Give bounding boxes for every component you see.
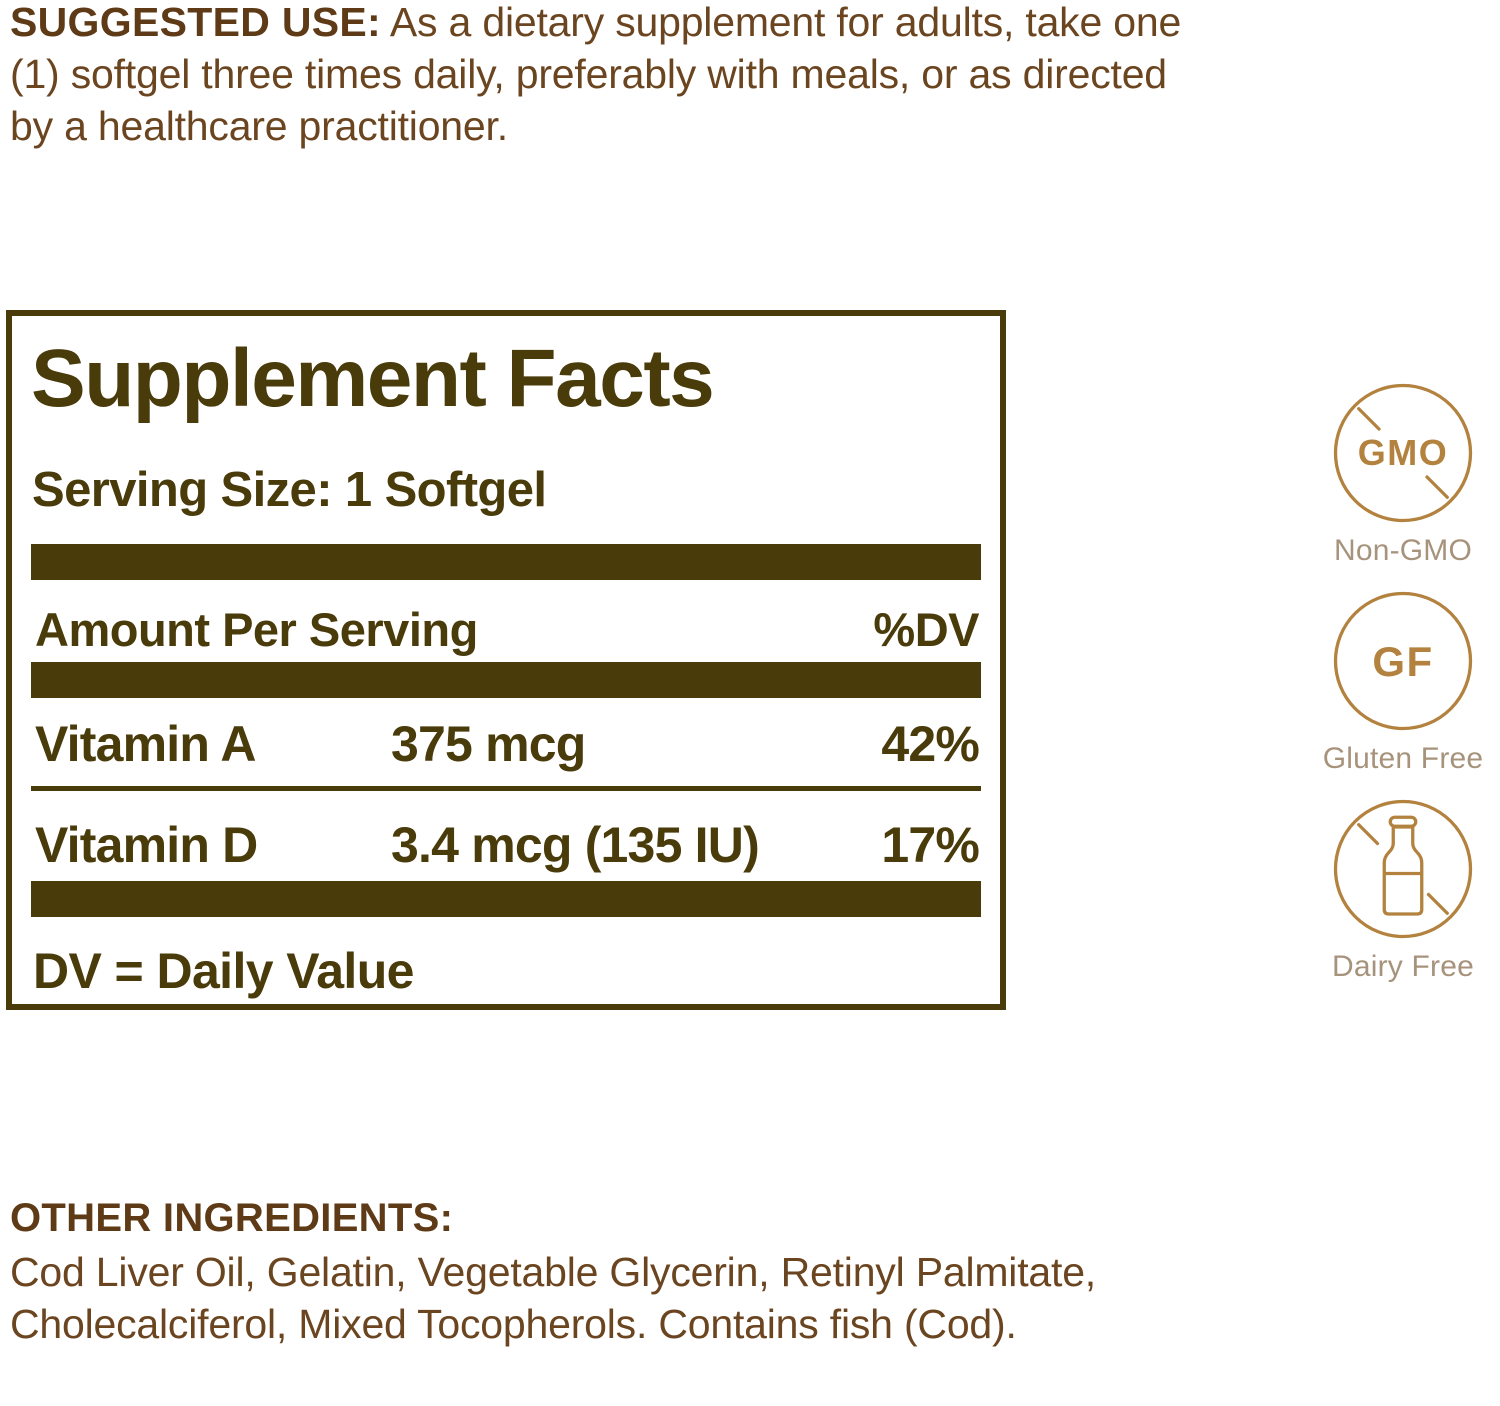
badge-caption-gluten-free: Gluten Free [1322,742,1484,775]
rule-below-nutrients [31,881,981,917]
daily-value-footnote: DV = Daily Value [33,943,414,999]
table-header-row: Amount Per Serving %DV [31,602,981,662]
nutrient-name: Vitamin D [35,817,258,873]
rule-below-serving-size [31,544,981,580]
nutrient-amount: 375 mcg [391,716,586,772]
table-row: Vitamin D 3.4 mcg (135 IU) 17% [31,816,981,876]
badge-caption-non-gmo: Non-GMO [1333,534,1473,567]
other-ingredients-block: OTHER INGREDIENTS: Cod Liver Oil, Gelati… [10,1192,1130,1350]
nutrient-dv: 42% [881,716,979,772]
badge-non-gmo: GMO Non-GMO [1300,378,1500,570]
suggested-use-label: SUGGESTED USE: [10,0,381,45]
header-percent-dv: %DV [873,603,979,656]
badge-dairy-free: Dairy Free [1300,794,1500,986]
serving-size-text: Serving Size: 1 Softgel [32,463,547,517]
other-ingredients-text: Cod Liver Oil, Gelatin, Vegetable Glycer… [10,1249,1096,1347]
certification-badges: GMO Non-GMO GF Gluten Free Dairy Free [1300,378,1500,1002]
table-row: Vitamin A 375 mcg 42% [31,715,981,775]
no-gmo-inner-label: GMO [1358,432,1449,473]
other-ingredients-label: OTHER INGREDIENTS: [10,1196,454,1240]
badge-gluten-free: GF Gluten Free [1300,586,1500,778]
no-dairy-bottle-icon [1333,799,1473,939]
gluten-free-icon: GF [1333,591,1473,731]
nutrient-amount: 3.4 mcg (135 IU) [391,817,760,873]
rule-below-header [31,662,981,698]
no-gmo-icon: GMO [1333,383,1473,523]
nutrient-name: Vitamin A [35,716,256,772]
gluten-free-inner-label: GF [1372,638,1433,685]
badge-caption-dairy-free: Dairy Free [1331,950,1475,983]
nutrient-dv: 17% [881,817,979,873]
suggested-use-text: As a dietary supplement for adults, take… [10,0,1182,149]
header-amount-per-serving: Amount Per Serving [35,603,478,656]
supplement-facts-panel: Supplement Facts Serving Size: 1 Softgel… [6,310,1006,1010]
rule-between-nutrients [31,786,981,791]
supplement-facts-title: Supplement Facts [31,333,715,424]
suggested-use-block: SUGGESTED USE: As a dietary supplement f… [10,0,1190,152]
